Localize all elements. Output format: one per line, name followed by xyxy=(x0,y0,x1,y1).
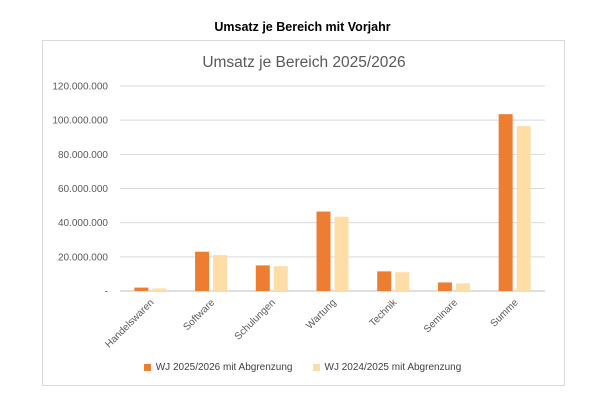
x-category-label: Handelswaren xyxy=(103,297,156,350)
x-category-label: Wartung xyxy=(304,297,338,331)
y-tick-label: 120.000.000 xyxy=(52,82,108,93)
bar-current-year xyxy=(255,265,270,291)
chart-frame xyxy=(42,40,565,386)
bar-previous-year xyxy=(334,216,349,291)
legend-item-current-year: WJ 2025/2026 mit Abgrenzung xyxy=(143,362,293,373)
y-tick-label: 100.000.000 xyxy=(52,116,108,127)
bar-current-year xyxy=(377,271,392,291)
bar-previous-year xyxy=(516,126,531,291)
legend-swatch-current-year xyxy=(143,364,151,371)
bar-previous-year xyxy=(213,255,228,291)
y-tick-label: 40.000.000 xyxy=(58,218,108,229)
x-category-label: Seminare xyxy=(422,297,460,335)
x-category-label: Software xyxy=(182,297,218,333)
page-title: Umsatz je Bereich mit Vorjahr xyxy=(214,20,391,34)
legend-item-previous-year: WJ 2024/2025 mit Abgrenzung xyxy=(312,362,462,373)
x-category-label: Schulungen xyxy=(233,297,278,342)
bar-previous-year xyxy=(455,283,470,291)
chart-title: Umsatz je Bereich 2025/2026 xyxy=(202,54,405,71)
x-axis-categories: Handelswaren Software Schulungen Wartung Tec… xyxy=(103,297,521,351)
gridlines xyxy=(120,85,545,292)
bar-current-year xyxy=(437,282,452,291)
bar-current-year xyxy=(195,251,210,291)
bar-current-year xyxy=(134,287,149,291)
y-tick-label: 80.000.000 xyxy=(58,150,108,161)
y-axis-ticks: - 20.000.000 40.000.000 60.000.000 80.000.00… xyxy=(52,82,108,298)
bars xyxy=(134,114,531,291)
legend-label-current-year: WJ 2025/2026 mit Abgrenzung xyxy=(155,362,293,373)
x-category-label: Summe xyxy=(489,297,521,329)
bar-previous-year xyxy=(273,266,288,291)
y-tick-label: 60.000.000 xyxy=(58,184,108,195)
legend: WJ 2025/2026 mit Abgrenzung WJ 2024/2025… xyxy=(0,362,605,373)
y-tick-label: 20.000.000 xyxy=(58,252,108,263)
bar-current-year xyxy=(498,114,513,291)
x-category-label: Technik xyxy=(368,297,400,329)
bar-current-year xyxy=(316,211,331,291)
legend-label-previous-year: WJ 2024/2025 mit Abgrenzung xyxy=(324,362,462,373)
y-tick-label: - xyxy=(105,287,108,298)
legend-swatch-previous-year xyxy=(312,364,320,371)
bar-previous-year xyxy=(152,288,167,291)
bar-previous-year xyxy=(395,272,410,291)
